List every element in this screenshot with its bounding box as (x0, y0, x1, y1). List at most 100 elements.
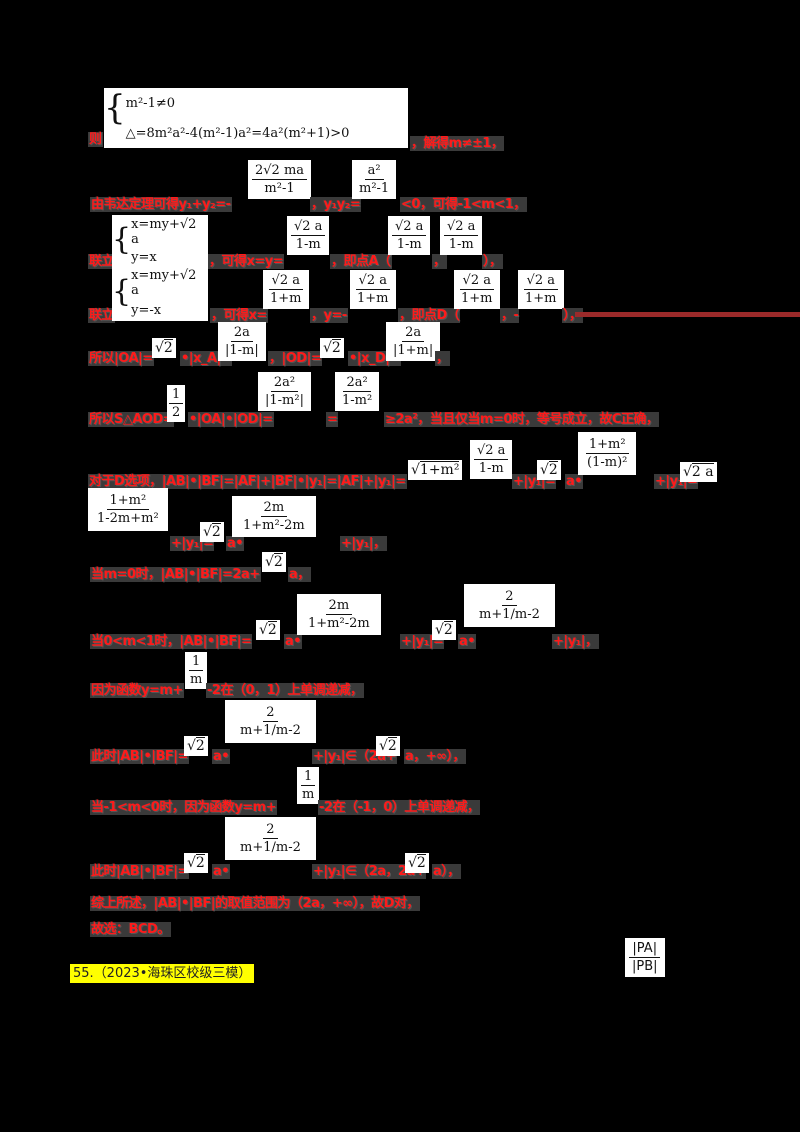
system-row-2: △=8m²a²-4(m²-1)a²=4a²(m²+1)>0 (125, 125, 350, 141)
denominator: 1-m (396, 237, 422, 252)
line-text: ，|OD|= (268, 351, 323, 366)
denominator: (1-m)² (587, 455, 628, 470)
solution-line-14c: +|y₁|∈（2a，2a+ (312, 860, 427, 880)
numerator: 2 (263, 821, 278, 839)
numerator: |PA| (629, 940, 661, 958)
equation-system: { x=my+√2 a y=x (112, 215, 208, 267)
numerator: 2 (502, 588, 517, 606)
fraction: √2 a 1-m (440, 216, 483, 255)
radicand: 2 (211, 523, 221, 540)
sqrt-expression-fraction: 2 m+1/m-2 (225, 700, 316, 743)
line-text: ，即点D（ (398, 308, 461, 323)
radicand: 2 (387, 737, 397, 754)
line-text: a• (212, 864, 231, 879)
solution-line-14d: a）， (432, 860, 461, 880)
line-text: 当0<m<1时，|AB|•|BF|= (90, 634, 253, 649)
denominator: 1+m (357, 291, 389, 306)
line-text: ， (432, 254, 447, 269)
radicand: 2 (273, 553, 283, 570)
sqrt-expression: √1+m² (408, 460, 463, 480)
solution-line-4e: ）， (562, 304, 583, 324)
equation-system: { x=my+√2 a y=-x (112, 265, 208, 321)
denominator: 1-m (478, 461, 504, 476)
solution-line-6: 所以S△AOD= (88, 408, 175, 428)
line-text: ，y=- (310, 308, 348, 323)
radicand: 1+m² (419, 461, 460, 478)
solution-line-4: 联立 (88, 304, 116, 324)
solution-line-4d: ，- (500, 304, 520, 324)
solution-line-3a: ，可得x=y= (208, 250, 285, 270)
line-text: 对于D选项，|AB|•|BF|=|AF|+|BF|•|y₁|=|AF|+|y₁|… (88, 474, 407, 489)
denominator: |1-m²| (265, 393, 304, 408)
line-text: a• (284, 634, 303, 649)
solution-line-9b: a， (288, 563, 311, 583)
denominator: 1+m²-2m (243, 518, 305, 533)
fraction: 2a² 1-m² (335, 372, 380, 411)
line-text: ，可得x= (210, 308, 268, 323)
numerator: √2 a (392, 218, 427, 236)
line-text: +|y₁|， (340, 536, 387, 551)
system-row-1: x=my+√2 a (131, 216, 197, 247)
numerator: 2m (325, 597, 353, 615)
numerator: √2 a (268, 272, 303, 290)
solution-line-13b: -2在（-1，0）上单调递减， (318, 796, 481, 816)
left-brace-icon: { (112, 222, 132, 257)
numerator: 1 (301, 768, 316, 786)
solution-line-3b: ，即点A（ (330, 250, 392, 270)
sqrt-expression: √2 (262, 552, 286, 572)
line-text: = (326, 412, 339, 427)
sqrt-expression: √2 (184, 736, 208, 756)
line-text: 此时|AB|•|BF|= (90, 749, 189, 764)
sqrt-expression-fraction: 2 m+1/m-2 (464, 584, 555, 627)
numerator: 1+m² (585, 436, 629, 454)
line-text: 则 (88, 132, 103, 147)
fraction: 2a² |1-m²| (258, 372, 311, 411)
line-text: 联立 (88, 254, 116, 269)
fraction: √2 a 1-m (388, 216, 431, 255)
sqrt-expression: √2 (376, 736, 400, 756)
line-text: a• (212, 749, 231, 764)
numerator: 2a (230, 324, 253, 342)
numerator: 2a² (270, 374, 299, 392)
line-text: ， (435, 351, 450, 366)
system-row-1: m²-1≠0 (125, 95, 176, 111)
line-text: a）， (432, 864, 461, 879)
line-text: <0，可得-1<m<1， (400, 197, 527, 212)
solution-line-14b: a• (212, 860, 231, 880)
denominator: m+1/m-2 (479, 607, 540, 622)
line-text: +|y₁|， (552, 634, 599, 649)
line-text: a• (458, 634, 477, 649)
question-number-label: 55.（2023•海珠区校级三模） (70, 964, 255, 983)
radicand: 2 (443, 621, 453, 638)
denominator: 1+m (525, 291, 557, 306)
line-text: ）， (482, 254, 503, 269)
denominator: 1-m (295, 237, 321, 252)
solution-line-14: 此时|AB|•|BF|= (90, 860, 189, 880)
sqrt-expression: √2 (200, 522, 224, 542)
rule-line (575, 312, 800, 317)
line-text: ，- (500, 308, 520, 323)
denominator: m+1/m-2 (240, 723, 301, 738)
solution-line-10d: a• (458, 630, 477, 650)
sqrt-expression-fraction: 2 m+1/m-2 (225, 817, 316, 860)
fraction: √2 a 1+m (350, 270, 396, 309)
denominator: 1+m²-2m (308, 616, 370, 631)
line-text: a，+∞）， (404, 749, 466, 764)
solution-line-13: 当-1<m<0时，因为函数y=m+ (90, 796, 278, 816)
solution-line-5e: ， (435, 347, 450, 367)
line-text: ，解得m≠±1， (410, 136, 505, 151)
equals: = (326, 408, 339, 428)
solution-line-12b: a• (212, 745, 231, 765)
question-header: 55.（2023•海珠区校级三模） (70, 962, 255, 983)
numerator: √2 a (444, 218, 479, 236)
numerator: 2m (260, 499, 288, 517)
line-text: ，y₁y₂= (310, 197, 362, 212)
denominator: 1-m (448, 237, 474, 252)
solution-line-10: 当0<m<1时，|AB|•|BF|= (90, 630, 253, 650)
solution-line-7c: a• (565, 470, 584, 490)
solution-line-8b: a• (226, 532, 245, 552)
comma: ， (432, 250, 447, 270)
ratio-fraction: |PA| |PB| (625, 938, 665, 977)
line-text: ≥2a²，当且仅当m=0时，等号成立，故C正确， (384, 412, 660, 427)
